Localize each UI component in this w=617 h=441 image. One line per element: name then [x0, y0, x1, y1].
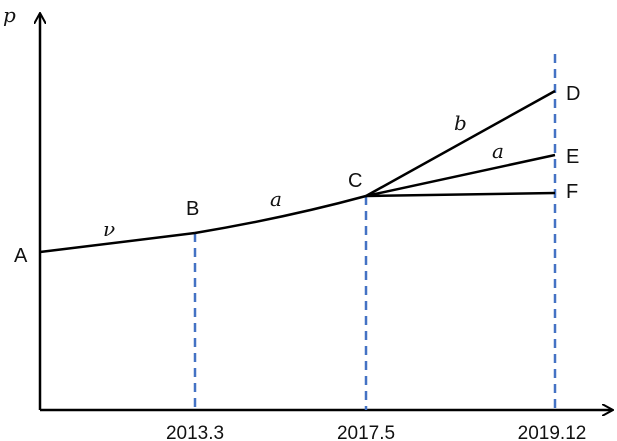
segment-label-bc: a: [270, 187, 282, 211]
point-label-f: F: [566, 181, 578, 203]
point-label-c: C: [348, 170, 362, 192]
segment-c-d: [365, 89, 556, 198]
segment-b-c: [194, 194, 367, 235]
point-label-b: B: [186, 198, 199, 220]
point-label-d: D: [566, 83, 580, 105]
point-label-a: A: [14, 245, 28, 267]
segment-label-cd: b: [454, 111, 467, 135]
x-tick-label-2017-5: 2017.5: [337, 423, 395, 441]
segment-c-e: [365, 153, 556, 198]
segment-a-b: [39, 231, 196, 254]
x-tick-label-2013-3: 2013.3: [166, 423, 224, 441]
x-tick-label-2019-12: 2019.12: [518, 423, 587, 441]
segment-label-ab: ν: [103, 217, 115, 241]
segment-label-ce: a: [492, 139, 504, 163]
segment-c-f: [365, 191, 556, 198]
point-label-e: E: [566, 146, 579, 168]
y-axis-label: p: [3, 3, 16, 27]
